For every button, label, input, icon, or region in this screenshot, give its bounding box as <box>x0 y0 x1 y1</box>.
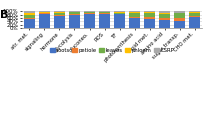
Bar <box>39 14 50 28</box>
Bar <box>39 12 50 13</box>
Bar <box>24 19 35 28</box>
Bar <box>69 11 80 12</box>
Bar <box>188 13 199 16</box>
Bar <box>173 11 184 13</box>
Bar <box>114 13 124 14</box>
Bar <box>99 12 109 13</box>
Bar <box>188 11 199 12</box>
Bar <box>173 18 184 21</box>
Bar <box>114 11 124 12</box>
Bar <box>24 15 35 18</box>
Bar <box>54 13 64 15</box>
Bar <box>99 13 109 14</box>
Bar <box>24 13 35 15</box>
Bar <box>188 17 199 28</box>
Bar <box>129 12 139 13</box>
Bar <box>24 11 35 13</box>
Bar <box>129 13 139 17</box>
Bar <box>54 12 64 13</box>
Bar <box>39 13 50 14</box>
Legend: roots, petiole, leaves, phloem, CSRP: roots, petiole, leaves, phloem, CSRP <box>48 46 175 55</box>
Bar <box>69 12 80 14</box>
Bar <box>39 11 50 12</box>
Bar <box>159 20 169 28</box>
Text: B: B <box>0 10 9 20</box>
Bar <box>54 15 64 16</box>
Bar <box>129 11 139 12</box>
Bar <box>129 17 139 18</box>
Bar <box>159 11 169 13</box>
Bar <box>24 18 35 19</box>
Bar <box>159 13 169 18</box>
Bar <box>188 16 199 17</box>
Bar <box>143 19 154 28</box>
Bar <box>143 13 154 17</box>
Bar <box>84 12 94 13</box>
Bar <box>173 21 184 28</box>
Bar <box>159 18 169 20</box>
Bar <box>84 14 94 28</box>
Bar <box>54 11 64 12</box>
Bar <box>129 18 139 28</box>
Bar <box>143 11 154 12</box>
Bar <box>173 13 184 18</box>
Bar <box>84 11 94 12</box>
Bar <box>114 14 124 28</box>
Bar <box>188 12 199 13</box>
Bar <box>99 14 109 28</box>
Bar <box>143 12 154 13</box>
Bar <box>99 11 109 12</box>
Bar <box>69 14 80 15</box>
Bar <box>54 16 64 28</box>
Bar <box>143 17 154 19</box>
Bar <box>114 12 124 13</box>
Bar <box>84 13 94 14</box>
Bar <box>69 15 80 28</box>
